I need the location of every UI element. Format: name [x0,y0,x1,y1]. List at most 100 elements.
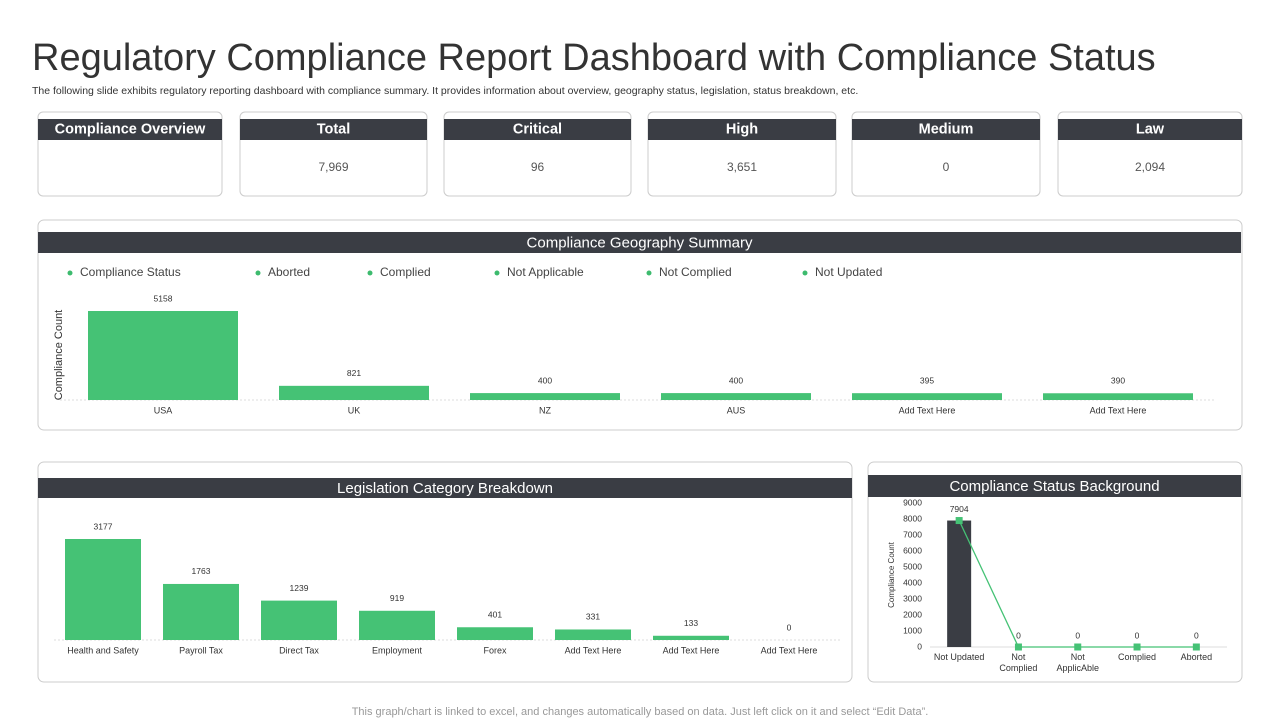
chart-title: Legislation Category Breakdown [337,480,553,497]
legend-label: Not Applicable [507,265,584,279]
x-tick-label: Not Complied [999,652,1038,673]
card-value: 7,969 [318,160,348,174]
panel-header [38,478,852,498]
data-label: 1239 [290,583,309,593]
data-label: 133 [684,618,698,628]
x-tick-label: NZ [539,405,551,415]
data-label: 5158 [154,293,173,303]
y-tick-label: 8000 [903,513,922,523]
chart-title: Compliance Geography Summary [527,234,753,251]
x-tick-label: Add Text Here [565,645,622,655]
card-header [852,119,1040,140]
card-header [240,119,427,140]
page-title: Regulatory Compliance Report Dashboard w… [32,37,1156,79]
footer-note: This graph/chart is linked to excel, and… [352,706,929,718]
card [1057,111,1243,197]
legend-label: Aborted [268,265,310,279]
y-tick-label: 4000 [903,577,922,587]
data-label: 390 [1111,376,1125,386]
panel [867,461,1243,683]
legend-label: Not Updated [815,265,882,279]
legend-marker [367,270,373,276]
data-label: 0 [1016,630,1021,640]
y-axis-label: Compliance Count [887,541,896,608]
y-tick-label: 7000 [903,529,922,539]
legend-marker [802,270,808,276]
card-header [648,119,836,140]
x-tick-label: USA [154,405,173,415]
bar [470,393,620,400]
x-tick-label: Not ApplicAble [1056,652,1100,673]
legend-label: Compliance Status [80,265,181,279]
x-tick-label: Add Text Here [663,645,720,655]
card-header [38,119,222,140]
line-marker [1192,643,1200,651]
x-tick-label: Employment [372,645,423,655]
bar [88,311,238,400]
legend-label: Complied [380,265,431,279]
y-tick-label: 5000 [903,561,922,571]
card [851,111,1041,197]
bar [653,635,729,640]
bar [1043,393,1193,400]
legend-label: Not Complied [659,265,732,279]
card-label: High [726,121,758,137]
card [647,111,837,197]
x-tick-label: AUS [727,405,746,415]
card-label: Compliance Overview [55,121,206,137]
bar [261,600,337,640]
y-tick-label: 6000 [903,545,922,555]
line-marker [1133,643,1141,651]
card-value: 3,651 [727,160,757,174]
x-tick-label: Direct Tax [279,645,319,655]
data-label: 0 [1075,630,1080,640]
panel [37,219,1243,431]
x-tick-label: Not Updated [933,652,985,662]
bar [279,385,429,400]
bar [947,520,972,647]
card [443,111,632,197]
y-axis-label: Compliance Count [53,310,65,401]
data-label: 919 [390,593,404,603]
data-label: 331 [586,612,600,622]
line-marker [1074,643,1082,651]
x-tick-label: Health and Safety [67,645,139,655]
data-label: 821 [347,368,361,378]
x-tick-label: Complied [1118,652,1157,662]
card-label: Law [1136,121,1165,137]
data-label: 1763 [192,566,211,576]
card [37,111,223,197]
card-value: 96 [531,160,545,174]
card-label: Medium [919,121,974,137]
card-label: Critical [513,121,562,137]
y-tick-label: 0 [917,641,922,651]
x-tick-label: Add Text Here [899,405,956,415]
data-label: 7904 [950,504,969,514]
data-label: 0 [787,622,792,632]
card-header [444,119,631,140]
card-label: Total [317,121,351,137]
line-marker [955,517,963,525]
page-subtitle: The following slide exhibits regulatory … [32,85,858,97]
data-label: 0 [1135,630,1140,640]
bar [555,629,631,640]
bar [359,610,435,640]
data-label: 0 [1194,630,1199,640]
x-tick-label: Add Text Here [761,645,818,655]
bar [65,539,141,640]
y-tick-label: 1000 [903,625,922,635]
x-tick-label: Aborted [1180,652,1213,662]
x-tick-label: UK [348,405,361,415]
y-tick-label: 9000 [903,497,922,507]
panel-header [38,232,1241,253]
bar [661,393,811,400]
data-label: 400 [538,375,552,385]
line-marker [1014,643,1022,651]
legend-marker [67,270,73,276]
panel [37,461,853,683]
panel-header [868,475,1241,497]
card-header [1058,119,1242,140]
card [239,111,428,197]
